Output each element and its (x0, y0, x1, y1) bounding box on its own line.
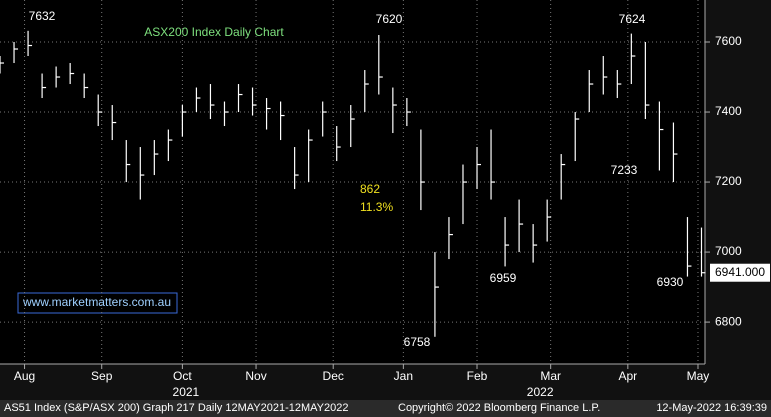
price-annotation: 7620 (376, 12, 403, 26)
footer-left: AS51 Index (S&P/ASX 200) Graph 217 Daily… (4, 402, 348, 414)
last-value-tag (710, 263, 770, 282)
x-tick-label: Mar (540, 369, 561, 383)
range-percent: 11.3% (360, 200, 393, 214)
watermark: www.marketmatters.com.au (22, 295, 171, 309)
x-tick-label: Jan (394, 369, 413, 383)
y-tick-label: 7600 (715, 34, 742, 48)
footer-copyright: Copyright© 2022 Bloomberg Finance L.P. (398, 402, 600, 414)
x-tick-label: Sep (91, 369, 113, 383)
price-annotation: 7233 (611, 163, 638, 177)
footer-timestamp: 12-May-2022 16:39:39 (656, 402, 767, 414)
x-tick-label: May (687, 369, 710, 383)
year-label: 2021 (173, 385, 200, 399)
price-annotation: 7624 (619, 12, 646, 26)
x-tick-label: Nov (245, 369, 266, 383)
y-tick-label: 7200 (715, 174, 742, 188)
price-annotation: 6758 (404, 335, 431, 349)
x-tick-label: Apr (618, 369, 637, 383)
price-annotation: 6930 (657, 275, 684, 289)
footer-bar (0, 400, 771, 417)
y-tick-label: 6800 (715, 314, 742, 328)
year-label: 2022 (527, 385, 554, 399)
x-axis-panel (0, 364, 771, 400)
x-tick-label: Dec (323, 369, 344, 383)
y-tick-label: 7000 (715, 244, 742, 258)
y-tick-label: 7400 (715, 104, 742, 118)
watermark-box (17, 292, 178, 314)
x-tick-label: Aug (14, 369, 35, 383)
price-annotation: 7632 (29, 9, 56, 23)
range-points: 862 (360, 182, 380, 196)
x-tick-label: Oct (173, 369, 192, 383)
price-annotation: 6959 (490, 271, 517, 285)
x-tick-label: Feb (467, 369, 488, 383)
y-axis-panel (705, 0, 771, 364)
last-value-label: 6941.000 (715, 265, 765, 279)
chart-title: ASX200 Index Daily Chart (144, 25, 284, 39)
